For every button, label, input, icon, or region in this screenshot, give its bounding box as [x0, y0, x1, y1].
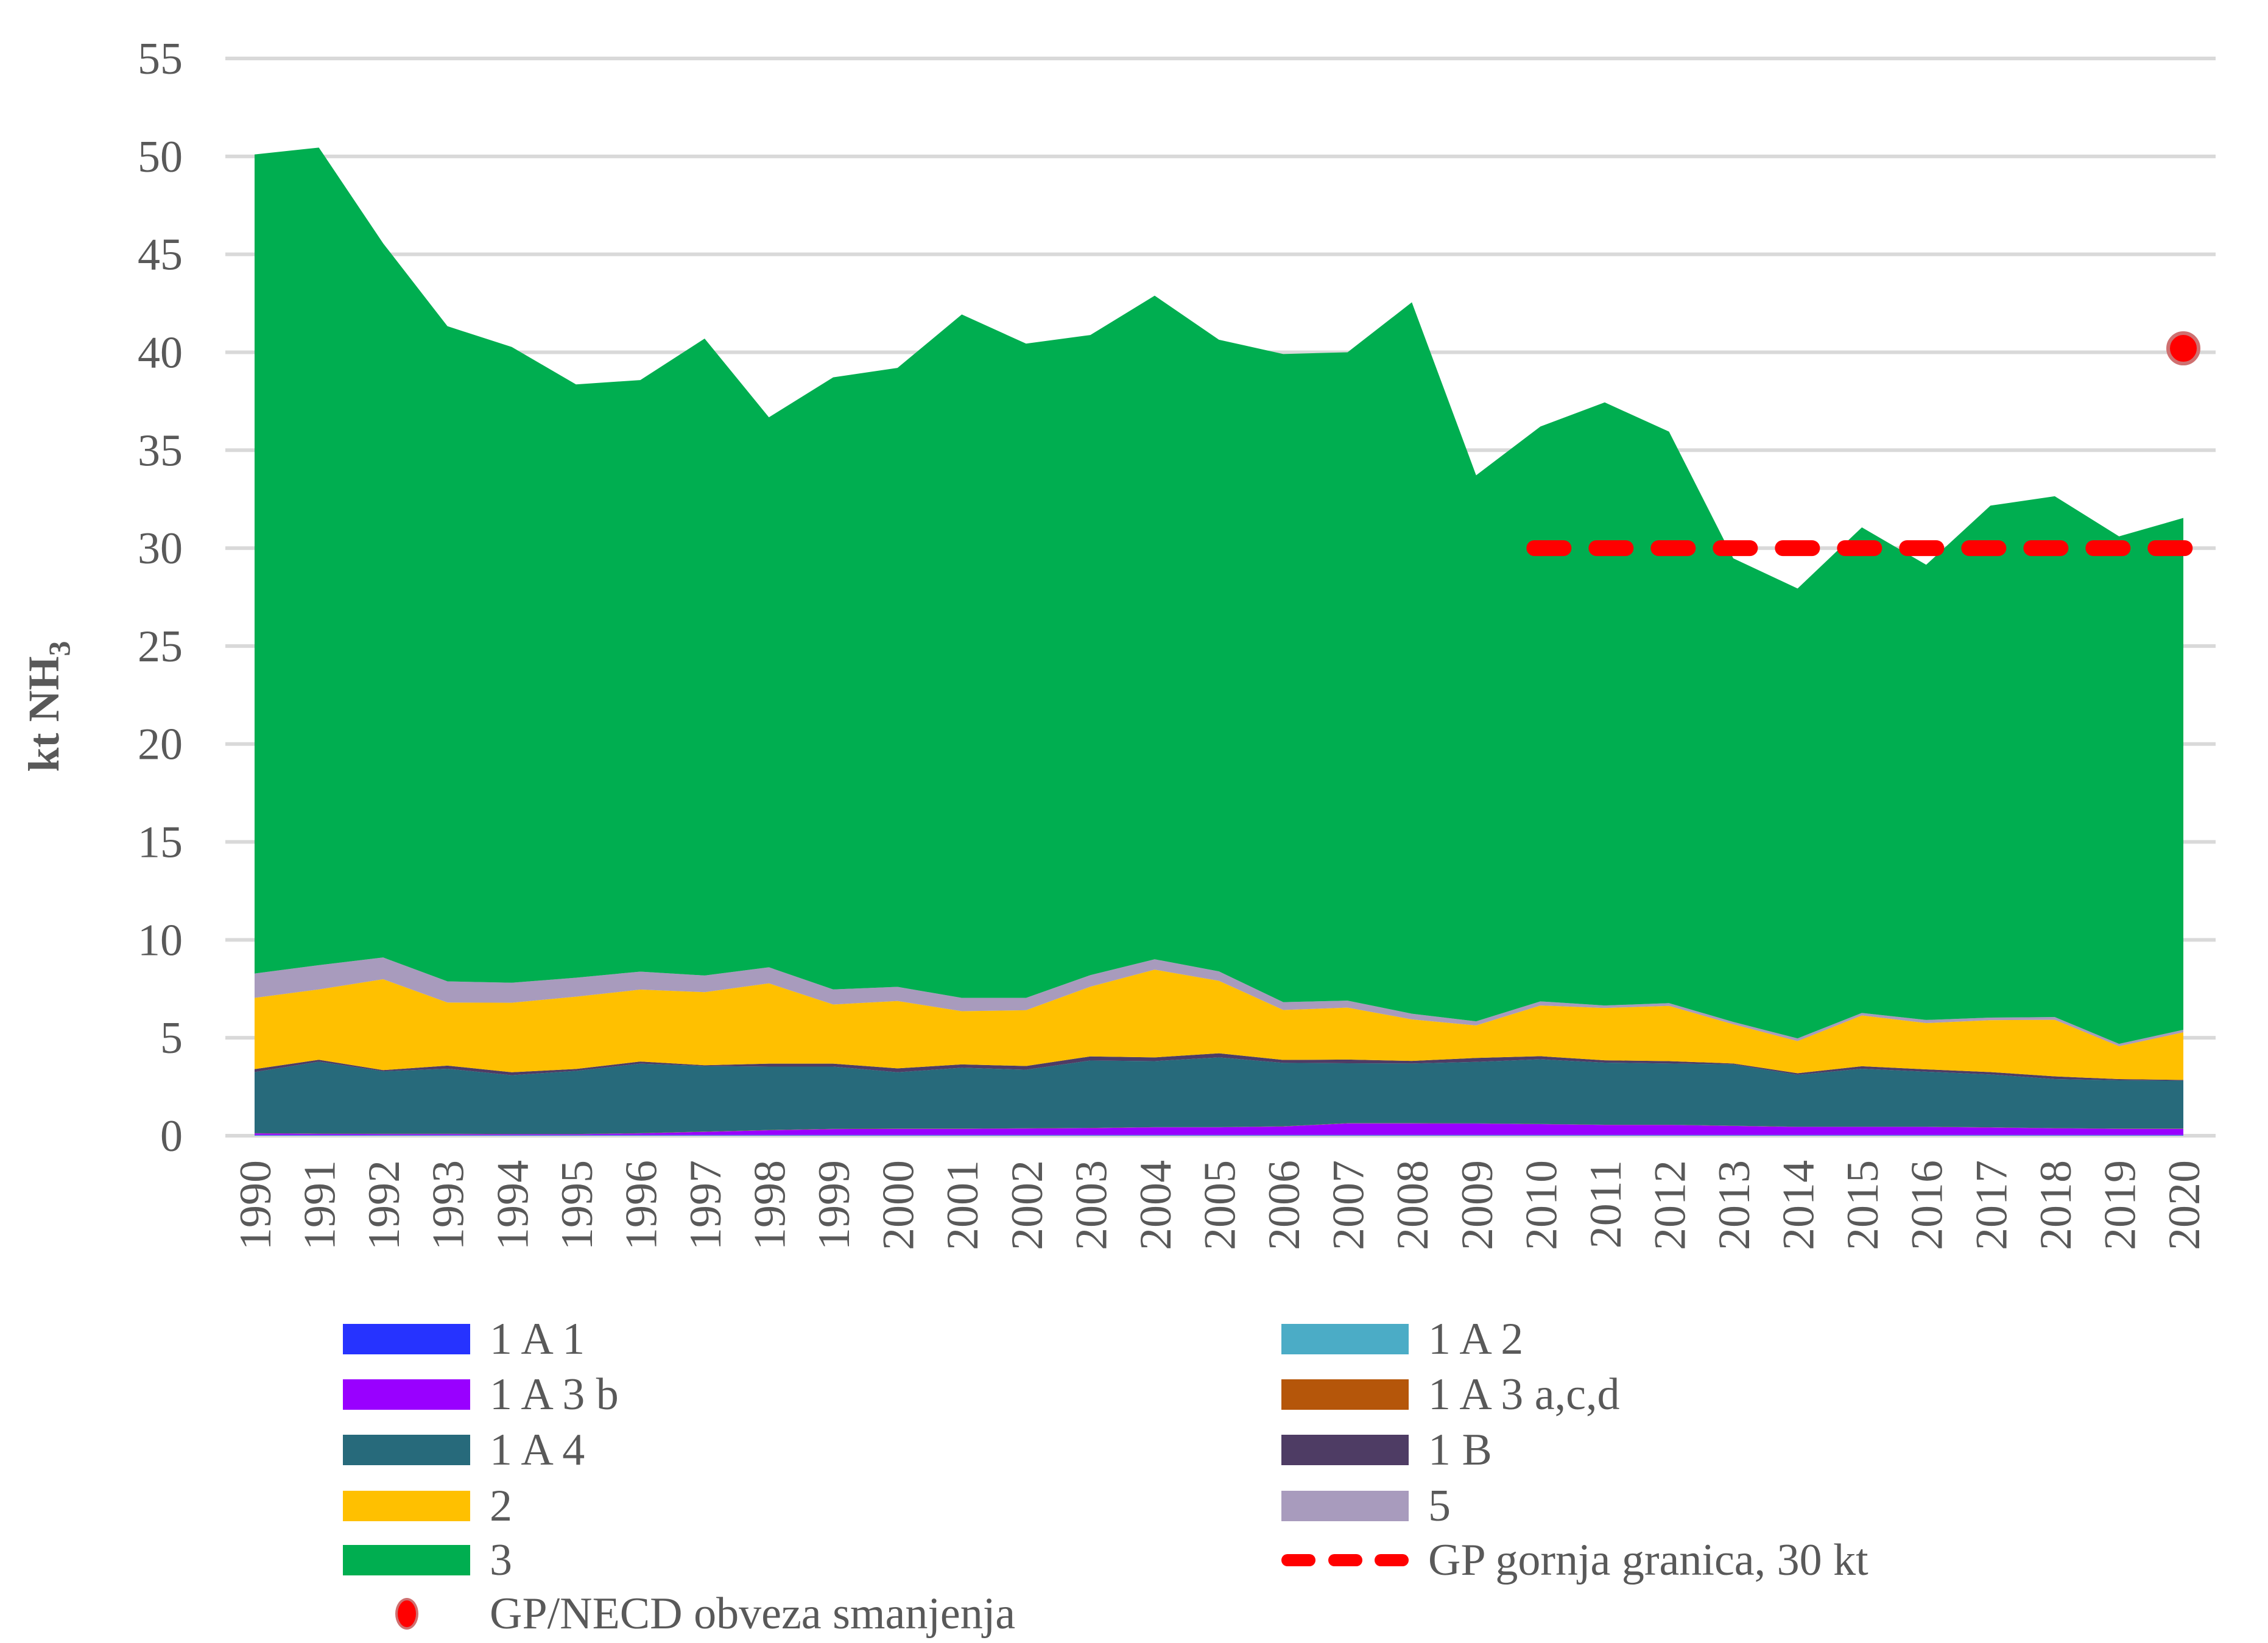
x-axis-ticks: 1990 1991 1992 1993 1994 1995 1996 1997 1998 1999…	[231, 1160, 2210, 1250]
red-dot-icon	[395, 1598, 418, 1630]
x-tick-label: 1997	[681, 1160, 731, 1250]
x-tick-label: 2018	[2031, 1160, 2081, 1250]
y-tick-label: 10	[138, 915, 183, 965]
legend-item-1b[interactable]: 1 B	[1281, 1424, 1492, 1475]
x-tick-label: 2010	[1516, 1160, 1566, 1250]
area-5	[255, 957, 2183, 1047]
x-tick-label: 2013	[1710, 1160, 1759, 1250]
y-axis-label-subscript: 3	[42, 641, 76, 656]
legend-label: 2	[490, 1480, 512, 1531]
y-tick-label: 35	[138, 426, 183, 476]
x-tick-label: 2017	[1967, 1160, 2016, 1250]
legend-label: 1 A 3 b	[490, 1369, 619, 1420]
x-tick-label: 2002	[1002, 1160, 1052, 1250]
y-tick-label: 30	[138, 524, 183, 574]
y-tick-label: 45	[138, 230, 183, 280]
legend-swatch-1a3b	[343, 1379, 470, 1410]
legend-swatch-2	[343, 1491, 470, 1521]
y-tick-label: 25	[138, 622, 183, 672]
legend-swatch-3	[343, 1545, 470, 1575]
x-tick-label: 2006	[1259, 1160, 1309, 1250]
x-tick-label: 2014	[1774, 1160, 1824, 1250]
area-1-a-3-b	[255, 1123, 2183, 1135]
x-tick-label: 2009	[1453, 1160, 1502, 1250]
x-tick-label: 2020	[2160, 1160, 2210, 1250]
legend-item-1a3b[interactable]: 1 A 3 b	[343, 1369, 619, 1420]
legend-swatch-1b	[1281, 1435, 1409, 1465]
x-tick-label: 2001	[938, 1160, 988, 1250]
legend-label: GP gornja granica, 30 kt	[1428, 1535, 1868, 1585]
legend-item-3[interactable]: 3	[343, 1535, 512, 1585]
legend-label: 1 A 4	[490, 1424, 585, 1475]
x-tick-label: 1992	[359, 1160, 409, 1250]
area-1-a-4	[255, 1057, 2183, 1135]
area-3	[255, 147, 2183, 1044]
x-tick-label: 2000	[874, 1160, 924, 1250]
legend-item-1a4[interactable]: 1 A 4	[343, 1424, 585, 1475]
y-tick-label: 50	[138, 132, 183, 182]
legend-label: 1 A 2	[1428, 1314, 1524, 1364]
x-tick-label: 2012	[1645, 1160, 1695, 1250]
legend-swatch-1a4	[343, 1435, 470, 1465]
legend-swatch-5	[1281, 1491, 1409, 1521]
legend-label: GP/NECD obveza smanjenja	[490, 1588, 1016, 1639]
x-tick-label: 1995	[552, 1160, 602, 1250]
legend-item-2[interactable]: 2	[343, 1480, 512, 1531]
y-tick-label: 20	[138, 720, 183, 770]
target-marker	[2166, 331, 2200, 366]
x-tick-label: 2016	[1903, 1160, 1953, 1250]
legend-label: 3	[490, 1535, 512, 1585]
x-tick-label: 2007	[1324, 1160, 1374, 1250]
legend-marker-swatch	[343, 1598, 470, 1630]
legend-label: 1 A 1	[490, 1314, 585, 1364]
legend-swatch-1a2	[1281, 1324, 1409, 1354]
x-tick-label: 1999	[809, 1160, 859, 1250]
y-axis-ticks: 0 5 10 15 20 25 30 35 40 45 50 55	[138, 34, 183, 1161]
area-2	[255, 969, 2183, 1080]
y-tick-label: 15	[138, 818, 183, 868]
legend-item-5[interactable]: 5	[1281, 1480, 1451, 1531]
x-tick-label: 2005	[1196, 1160, 1245, 1250]
legend-item-1a3acd[interactable]: 1 A 3 a,c,d	[1281, 1369, 1620, 1420]
y-tick-label: 0	[160, 1111, 183, 1161]
legend-label: 1 B	[1428, 1424, 1492, 1475]
y-tick-label: 40	[138, 328, 183, 378]
area-1-a-1	[255, 1135, 2183, 1136]
x-tick-label: 1998	[745, 1160, 795, 1250]
legend-item-1a2[interactable]: 1 A 2	[1281, 1314, 1524, 1364]
x-tick-label: 1991	[295, 1160, 345, 1250]
y-axis-label-main: kt NH	[19, 656, 68, 772]
x-tick-label: 2015	[1838, 1160, 1888, 1250]
legend-swatch-1a1	[343, 1324, 470, 1354]
y-tick-label: 55	[138, 34, 183, 84]
legend-label: 1 A 3 a,c,d	[1428, 1369, 1620, 1420]
area-series	[255, 147, 2183, 1136]
x-tick-label: 2011	[1581, 1160, 1631, 1248]
legend-swatch-1a3acd	[1281, 1379, 1409, 1410]
y-tick-label: 5	[160, 1013, 183, 1063]
x-tick-label: 2003	[1066, 1160, 1116, 1250]
y-axis-label: kt NH3	[19, 641, 76, 772]
x-tick-label: 1990	[231, 1160, 281, 1250]
legend-item-reference-line[interactable]: GP gornja granica, 30 kt	[1281, 1535, 1868, 1585]
legend-label: 5	[1428, 1480, 1451, 1531]
x-tick-label: 2019	[2095, 1160, 2145, 1250]
x-tick-label: 1996	[616, 1160, 666, 1250]
x-tick-label: 2008	[1388, 1160, 1438, 1250]
area-1-a-2	[255, 1135, 2183, 1136]
x-tick-label: 1994	[488, 1160, 538, 1250]
legend-item-marker[interactable]: GP/NECD obveza smanjenja	[343, 1588, 1016, 1639]
dashed-line-icon	[1281, 1554, 1409, 1566]
legend-item-1a1[interactable]: 1 A 1	[343, 1314, 585, 1364]
marker-group	[2166, 331, 2200, 366]
x-tick-label: 2004	[1131, 1160, 1181, 1250]
x-tick-label: 1993	[424, 1160, 474, 1250]
